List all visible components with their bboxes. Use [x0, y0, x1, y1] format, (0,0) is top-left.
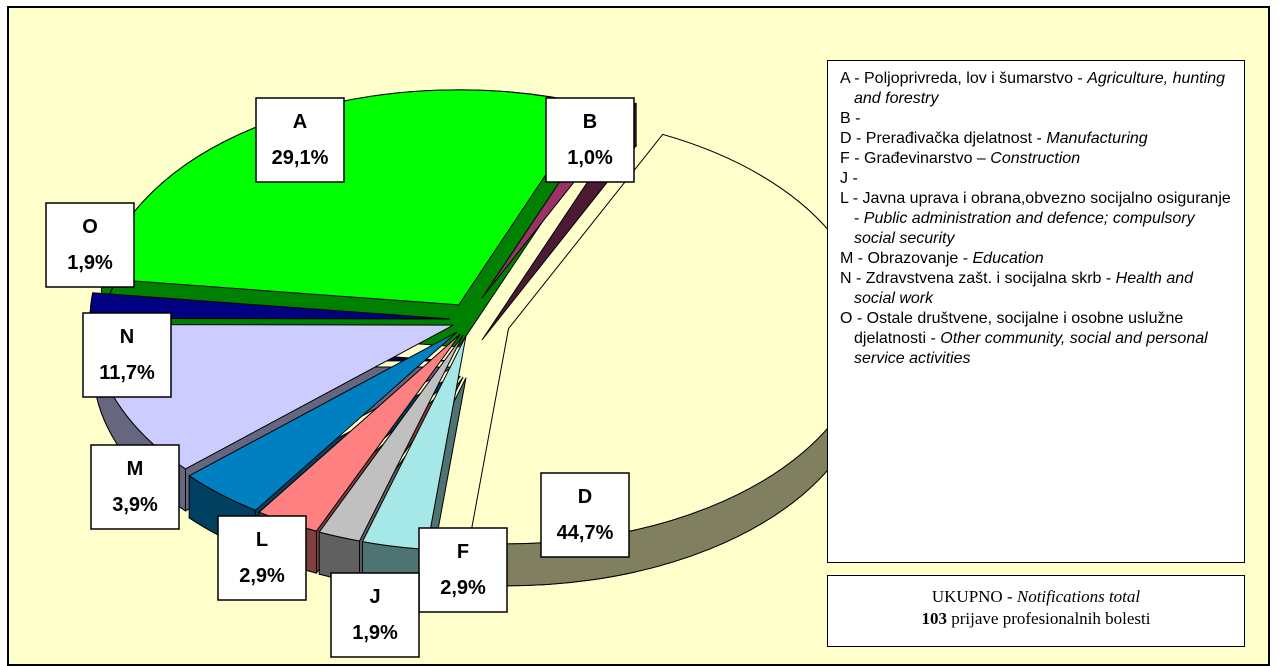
slice-value-label: 1,9% [67, 252, 113, 274]
slice [318, 334, 464, 542]
slice-value-label: 2,9% [239, 565, 285, 587]
legend-item: D - Prerađivačka djelatnost - Manufactur… [840, 129, 1234, 149]
legend-item: B - [840, 109, 1234, 129]
legend-label: F - Građevinarstvo – [840, 150, 986, 167]
label-box [418, 527, 508, 613]
legend-label: M - Obrazovanje - [840, 250, 969, 267]
total-english: Notifications total [1016, 587, 1141, 606]
label-box [82, 312, 172, 398]
slice-category: M [127, 458, 144, 480]
label-box [45, 202, 135, 288]
legend-english: Education [972, 250, 1044, 267]
legend-item: N - Zdravstvena zašt. i socijalna skrb -… [840, 269, 1234, 309]
legend-english: Agriculture, hunting and forestry [854, 70, 1226, 107]
legend-item: A - Poljoprivreda, lov i šumarstvo - Agr… [840, 69, 1234, 109]
label-box [217, 515, 307, 601]
total-line: 103 prijave profesionalnih bolesti [828, 608, 1244, 630]
legend-label: O - Ostale društvene, socijalne i osobne… [840, 310, 1184, 347]
label-box [545, 97, 635, 183]
total-line: UKUPNO - Notifications total [828, 586, 1244, 608]
legend-english: Manufacturing [1046, 130, 1148, 147]
slice-category: D [578, 486, 592, 508]
legend-label: N - Zdravstvena zašt. i socijalna skrb - [840, 270, 1112, 287]
label-box [330, 572, 420, 658]
legend-label: J - [840, 170, 858, 187]
slice-category: J [369, 586, 380, 608]
pie-chart: A 29,1% B 1,0% D 44,7% F 2,9% J 1,9% L 2,9% M 3,9% N 11… [45, 89, 830, 658]
slice [100, 89, 594, 306]
slice-value-label: 11,7% [99, 362, 155, 384]
legend-label: B - [840, 110, 861, 127]
slice-category: A [293, 111, 307, 133]
slice-category: L [256, 529, 268, 551]
legend: A - Poljoprivreda, lov i šumarstvo - Agr… [827, 60, 1245, 563]
label-box [540, 472, 630, 558]
slice-category: N [120, 326, 134, 348]
slice-category: B [583, 111, 597, 133]
legend-english: Public administration and defence; compu… [854, 210, 1195, 247]
legend-item: J - [840, 169, 1234, 189]
slice-value-label: 1,0% [567, 147, 613, 169]
slice-category: O [82, 216, 98, 238]
slice-value-label: 44,7% [557, 522, 614, 544]
slice-value-label: 29,1% [272, 147, 329, 169]
label-box [255, 97, 345, 183]
legend-item: O - Ostale društvene, socijalne i osobne… [840, 309, 1234, 369]
total-count: 103 [921, 609, 948, 628]
legend-english: Other community, social and personal ser… [854, 330, 1208, 367]
slice-category: F [457, 541, 469, 563]
total-box: UKUPNO - Notifications total 103 prijave… [827, 575, 1245, 647]
total-label: UKUPNO - [931, 587, 1013, 606]
label-box [90, 444, 180, 530]
slice-value-label: 2,9% [440, 577, 486, 599]
legend-item: F - Građevinarstvo – Construction [840, 149, 1234, 169]
slice [188, 331, 458, 511]
legend-item: L - Javna uprava i obrana,obvezno socija… [840, 189, 1234, 249]
legend-label: L - Javna uprava i obrana,obvezno socija… [840, 190, 1231, 227]
legend-item: M - Obrazovanje - Education [840, 249, 1234, 269]
legend-label: D - Prerađivačka djelatnost - [840, 130, 1042, 147]
slice-value-label: 3,9% [112, 494, 158, 516]
legend-label: A - Poljoprivreda, lov i šumarstvo - [840, 70, 1083, 87]
slice-value-label: 1,9% [352, 622, 398, 644]
legend-english: Health and social work [854, 270, 1194, 307]
legend-english: Construction [990, 150, 1081, 167]
total-text: prijave profesionalnih bolesti [951, 609, 1151, 628]
